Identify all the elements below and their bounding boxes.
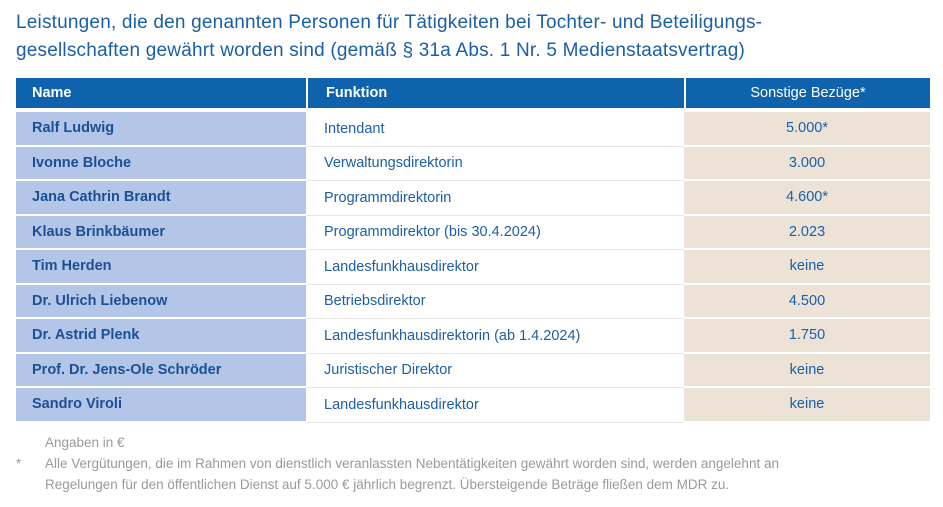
cell-bezuege: keine: [684, 353, 930, 388]
footnote-continued: Regelungen für den öffentlichen Dienst a…: [16, 474, 931, 495]
cell-funktion: Programmdirektorin: [306, 181, 684, 216]
header-name: Name: [32, 85, 72, 101]
unit-note: Angaben in €: [16, 432, 931, 453]
table-row: Dr. Astrid Plenk Landesfunkhausdirektori…: [16, 319, 930, 354]
title-line-1: Leistungen, die den genannten Personen f…: [16, 12, 763, 33]
page-title: Leistungen, die den genannten Personen f…: [16, 9, 931, 65]
table-row: Ralf Ludwig Intendant 5.000*: [16, 112, 930, 147]
cell-name: Ralf Ludwig: [16, 112, 306, 147]
table-body: Ralf Ludwig Intendant 5.000* Ivonne Bloc…: [16, 112, 930, 423]
cell-name: Jana Cathrin Brandt: [16, 181, 306, 216]
table-row: Tim Herden Landesfunkhausdirektor keine: [16, 250, 930, 285]
table-row: Dr. Ulrich Liebenow Betriebsdirektor 4.5…: [16, 284, 930, 319]
cell-bezuege: 5.000*: [684, 112, 930, 147]
cell-bezuege: 1.750: [684, 319, 930, 354]
cell-name: Dr. Ulrich Liebenow: [16, 284, 306, 319]
cell-funktion: Intendant: [306, 112, 684, 147]
cell-bezuege: 4.600*: [684, 181, 930, 216]
cell-funktion: Landesfunkhausdirektorin (ab 1.4.2024): [306, 319, 684, 354]
footnote-text-1: Alle Vergütungen, die im Rahmen von dien…: [45, 456, 779, 471]
cell-funktion: Programmdirektor (bis 30.4.2024): [306, 215, 684, 250]
cell-bezuege: 3.000: [684, 146, 930, 181]
cell-bezuege: keine: [684, 250, 930, 285]
cell-funktion: Verwaltungsdirektorin: [306, 146, 684, 181]
title-line-2: gesellschaften gewährt worden sind (gemä…: [16, 40, 746, 61]
cell-funktion: Betriebsdirektor: [306, 284, 684, 319]
table-row: Ivonne Bloche Verwaltungsdirektorin 3.00…: [16, 146, 930, 181]
footnote-text-2: Regelungen für den öffentlichen Dienst a…: [45, 477, 730, 492]
footnote: * Alle Vergütungen, die im Rahmen von di…: [16, 453, 931, 474]
header-bezuege: Sonstige Bezüge*: [684, 78, 930, 108]
cell-name: Ivonne Bloche: [16, 146, 306, 181]
table-notes: Angaben in € * Alle Vergütungen, die im …: [16, 432, 931, 495]
cell-bezuege: keine: [684, 388, 930, 423]
table-row: Sandro Viroli Landesfunkhausdirektor kei…: [16, 388, 930, 423]
unit-note-text: Angaben in €: [45, 435, 125, 450]
cell-funktion: Landesfunkhausdirektor: [306, 388, 684, 423]
footnote-mark: *: [16, 456, 22, 471]
header-funktion: Funktion: [306, 78, 684, 108]
cell-name: Sandro Viroli: [16, 388, 306, 423]
cell-funktion: Landesfunkhausdirektor: [306, 250, 684, 285]
cell-name: Klaus Brinkbäumer: [16, 215, 306, 250]
compensation-table: Name Funktion Sonstige Bezüge* Ralf Ludw…: [16, 78, 930, 423]
cell-bezuege: 4.500: [684, 284, 930, 319]
table-row: Klaus Brinkbäumer Programmdirektor (bis …: [16, 215, 930, 250]
table-row: Jana Cathrin Brandt Programmdirektorin 4…: [16, 181, 930, 216]
cell-bezuege: 2.023: [684, 215, 930, 250]
cell-funktion: Juristischer Direktor: [306, 353, 684, 388]
cell-name: Dr. Astrid Plenk: [16, 319, 306, 354]
table-header: Name Funktion Sonstige Bezüge*: [16, 78, 930, 108]
cell-name: Prof. Dr. Jens-Ole Schröder: [16, 353, 306, 388]
cell-name: Tim Herden: [16, 250, 306, 285]
table-row: Prof. Dr. Jens-Ole Schröder Juristischer…: [16, 353, 930, 388]
